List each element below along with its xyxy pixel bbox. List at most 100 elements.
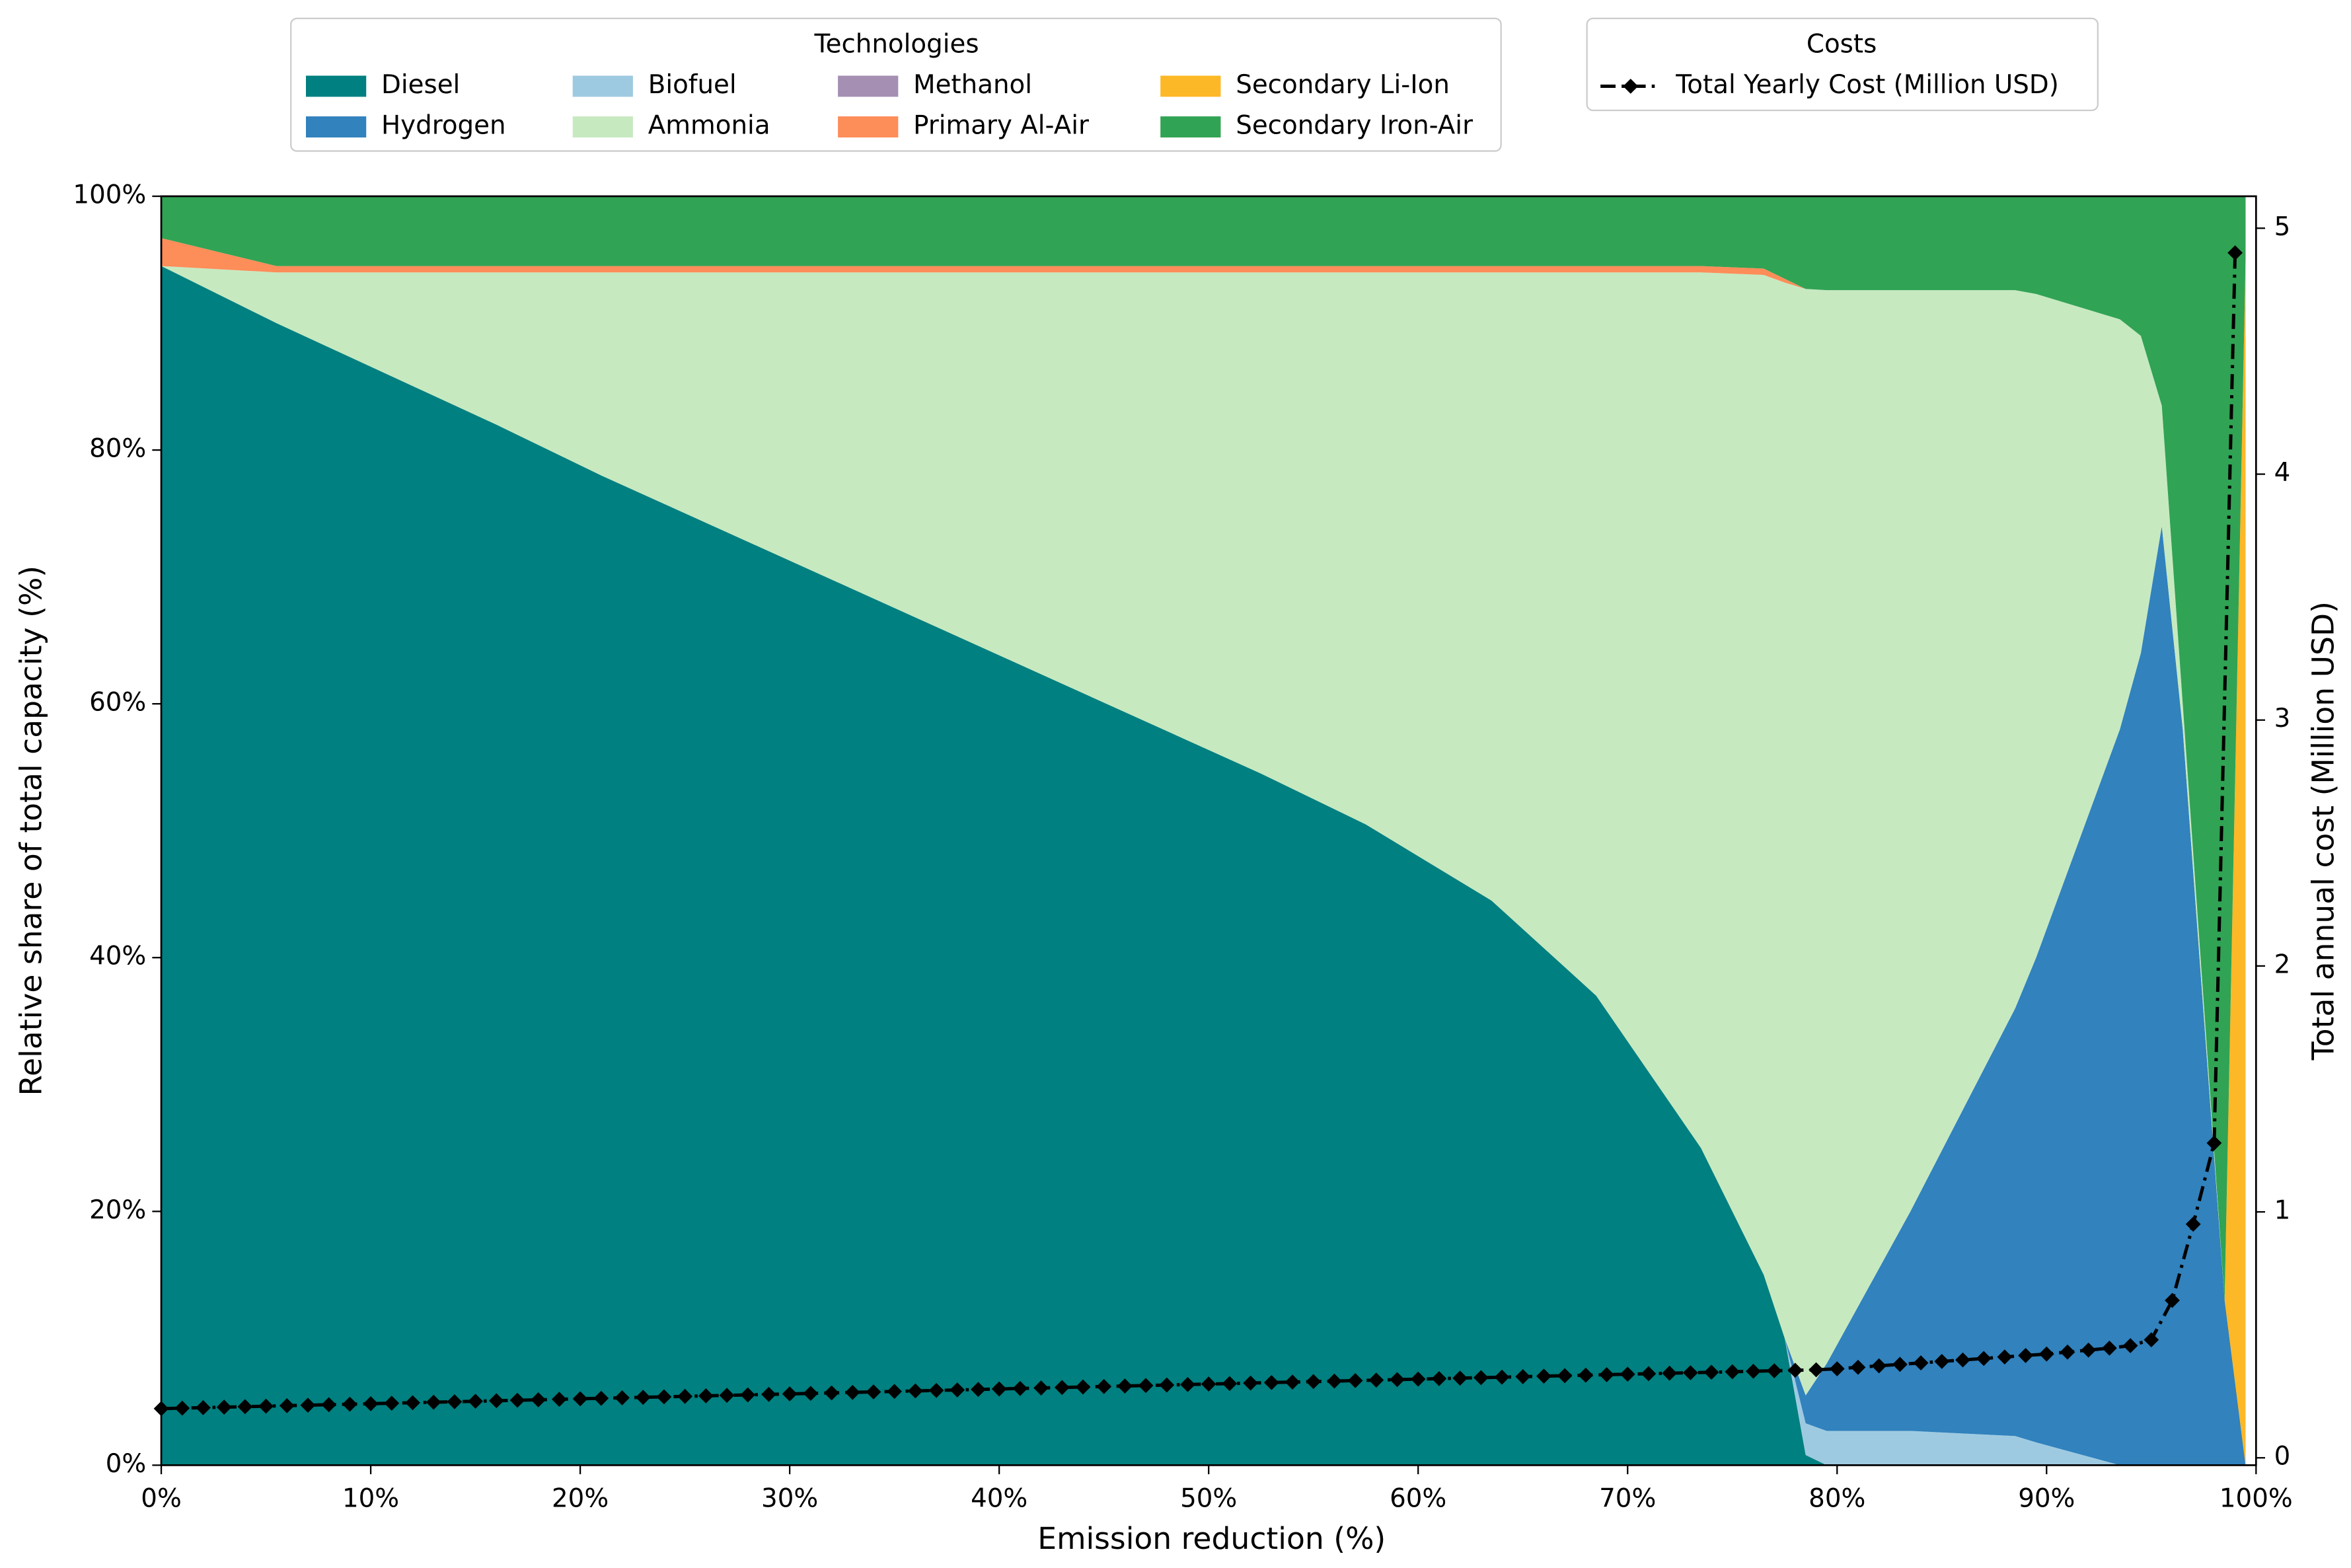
cost-marker <box>531 1392 546 1407</box>
cost-marker <box>488 1393 504 1409</box>
x-tick-label: 20% <box>552 1483 609 1513</box>
area <box>161 266 2246 1466</box>
cost-marker <box>761 1386 776 1402</box>
y-tick-label: 0% <box>106 1449 147 1479</box>
cost-marker <box>405 1395 420 1411</box>
y-tick-label: 80% <box>89 434 146 464</box>
cost-marker <box>1871 1358 1887 1374</box>
cost-marker <box>2018 1348 2033 1363</box>
legend-title: Costs <box>1807 29 1877 59</box>
x-axis-label: Emission reduction (%) <box>1037 1521 1386 1556</box>
legend-swatch <box>838 116 899 138</box>
cost-marker <box>447 1394 463 1409</box>
cost-marker <box>216 1400 232 1415</box>
cost-marker <box>1766 1363 1782 1378</box>
x-tick-label: 30% <box>761 1483 818 1513</box>
cost-marker <box>2165 1292 2180 1308</box>
cost-marker <box>1829 1361 1845 1376</box>
y-axis-label: Relative share of total capacity (%) <box>14 566 49 1096</box>
y2-tick-label: 4 <box>2274 458 2291 488</box>
y-tick-label: 40% <box>89 942 146 971</box>
area <box>161 266 2246 1466</box>
cost-marker <box>1578 1367 1594 1383</box>
cost-marker <box>1850 1359 1866 1375</box>
cost-marker <box>2081 1342 2097 1358</box>
cost-marker <box>2185 1216 2201 1232</box>
cost-marker <box>2227 245 2243 261</box>
cost-marker <box>1787 1363 1803 1378</box>
legend-label: Secondary Li-Ion <box>1236 70 1450 100</box>
cost-marker <box>1620 1366 1635 1382</box>
cost-marker <box>1452 1370 1468 1386</box>
cost-marker <box>1746 1363 1761 1379</box>
cost-marker <box>887 1384 903 1400</box>
legend-swatch <box>572 116 633 138</box>
legend-swatch <box>1160 75 1221 97</box>
legend-label: Primary Al-Air <box>913 111 1089 141</box>
cost-marker <box>1054 1380 1070 1396</box>
legend-swatch <box>572 75 633 97</box>
cost-marker <box>1662 1365 1678 1381</box>
legend-swatch <box>305 116 367 138</box>
cost-line <box>161 252 2237 1411</box>
x-tick-label: 70% <box>1599 1483 1656 1513</box>
cost-marker <box>1159 1377 1175 1393</box>
x-tick-label: 40% <box>971 1483 1027 1513</box>
legend-label: Total Yearly Cost (Million USD) <box>1675 70 2059 100</box>
y2-tick-label: 1 <box>2274 1196 2291 1226</box>
legend-marker <box>1623 79 1639 94</box>
cost-marker <box>1117 1378 1133 1394</box>
cost-marker <box>1096 1378 1112 1394</box>
y2-tick-label: 0 <box>2274 1442 2291 1472</box>
x-tick-label: 60% <box>1390 1483 1446 1513</box>
cost-marker <box>1641 1366 1657 1382</box>
cost-marker <box>2060 1344 2075 1360</box>
cost-marker <box>1557 1368 1573 1384</box>
cost-marker <box>1976 1351 1992 1366</box>
cost-marker <box>1012 1380 1028 1396</box>
x-tick-label: 100% <box>2220 1483 2293 1513</box>
cost-marker <box>468 1394 483 1409</box>
legend-title: Technologies <box>814 29 979 59</box>
cost-marker <box>1809 1362 1824 1378</box>
cost-marker <box>866 1384 881 1400</box>
y2-tick-label: 3 <box>2274 704 2291 733</box>
cost-marker <box>1892 1357 1908 1372</box>
legend-label: Diesel <box>381 70 460 100</box>
legend-label: Ammonia <box>648 111 770 141</box>
legend-label: Methanol <box>913 70 1032 100</box>
cost-marker <box>1913 1355 1929 1370</box>
cost-marker <box>174 1400 190 1416</box>
cost-marker <box>2122 1338 2138 1353</box>
cost-marker <box>1515 1369 1531 1384</box>
cost-marker <box>698 1388 714 1403</box>
cost-marker <box>635 1390 651 1405</box>
cost-marker <box>1347 1372 1363 1388</box>
cost-marker <box>803 1386 819 1401</box>
legend-label: Hydrogen <box>381 111 506 141</box>
y2-axis-label: Total annual cost (Million USD) <box>2306 601 2341 1061</box>
y-tick-label: 20% <box>89 1195 146 1225</box>
legend-swatch <box>305 75 367 97</box>
cost-marker <box>509 1392 525 1408</box>
x-tick-label: 0% <box>141 1483 181 1513</box>
cost-marker <box>2144 1332 2159 1348</box>
cost-marker <box>677 1388 693 1404</box>
cost-marker <box>1263 1374 1279 1390</box>
cost-marker <box>1682 1365 1698 1380</box>
cost-marker <box>593 1390 609 1406</box>
cost-marker <box>824 1385 839 1401</box>
cost-marker <box>1934 1353 1950 1369</box>
legend-label: Biofuel <box>648 70 737 100</box>
x-tick-label: 50% <box>1180 1483 1237 1513</box>
x-tick-label: 90% <box>2018 1483 2075 1513</box>
legend-swatch <box>838 75 899 97</box>
legend-swatch <box>1160 116 1221 138</box>
area <box>161 266 2246 1466</box>
y2-tick-label: 2 <box>2274 950 2291 979</box>
y-tick-label: 60% <box>89 688 146 718</box>
cost-marker <box>551 1392 567 1407</box>
cost-marker <box>656 1389 672 1405</box>
cost-marker <box>237 1399 253 1415</box>
